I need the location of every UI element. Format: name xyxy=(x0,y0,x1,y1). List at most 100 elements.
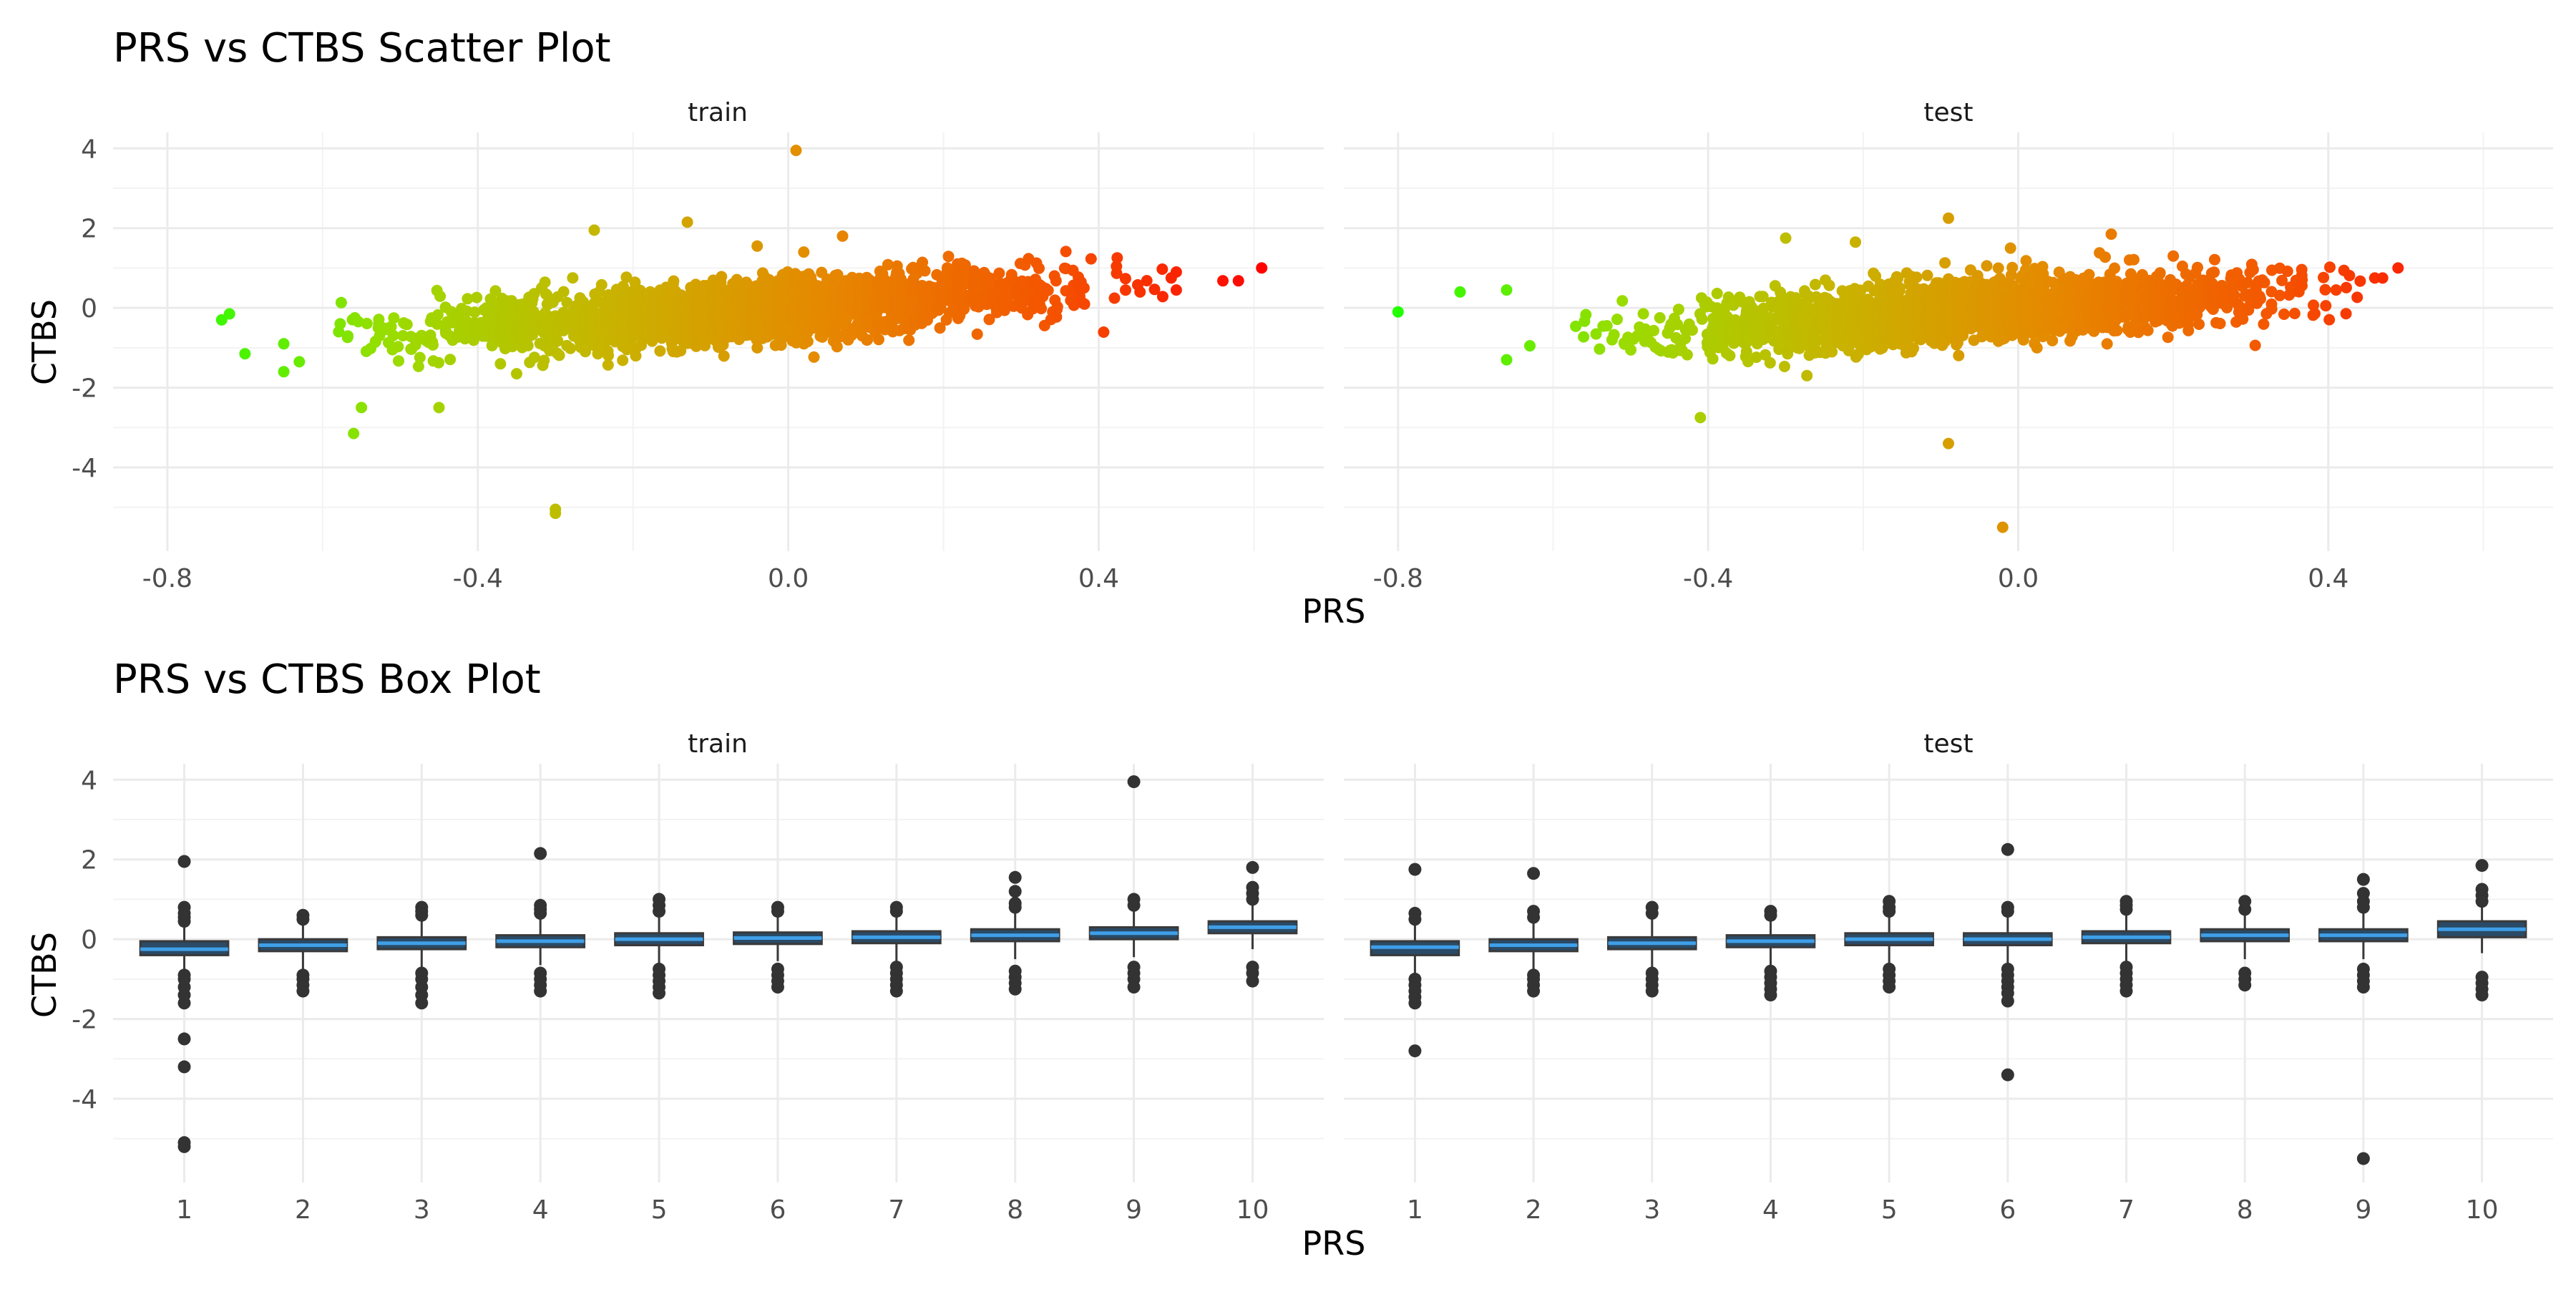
scatter-point xyxy=(1681,349,1693,361)
box-outlier xyxy=(534,966,547,980)
scatter-point xyxy=(2162,331,2174,344)
box-outlier xyxy=(653,962,666,976)
box-outlier xyxy=(1008,885,1022,898)
scatter-point xyxy=(489,285,502,297)
scatter-point xyxy=(1911,271,1923,283)
x-tick-label: 0.0 xyxy=(768,564,809,593)
box-outlier xyxy=(177,900,191,914)
scatter-point xyxy=(393,355,404,367)
scatter-point xyxy=(620,271,633,283)
y-tick-label: -4 xyxy=(72,1085,97,1114)
scatter-point xyxy=(2341,281,2352,293)
scatter-point xyxy=(602,359,614,371)
scatter-point xyxy=(629,276,641,288)
scatter-point xyxy=(1170,284,1182,296)
scatter-point xyxy=(790,145,802,157)
scatter-point xyxy=(2006,261,2019,273)
scatter-point xyxy=(602,349,615,361)
scatter-point xyxy=(2392,262,2404,274)
scatter-point xyxy=(942,251,955,263)
scatter-point xyxy=(2247,263,2259,276)
scatter-point xyxy=(1035,303,1048,315)
box-outlier xyxy=(1246,860,1259,874)
scatter-point xyxy=(873,334,884,346)
scatter-point xyxy=(561,296,573,309)
box-outlier xyxy=(2475,883,2489,896)
scatter-point xyxy=(1775,286,1787,298)
scatter-panel-test: -0.8 -0.4 0.0 0.4 xyxy=(1344,132,2553,593)
scatter-point xyxy=(588,224,600,236)
scatter-point xyxy=(2320,300,2332,312)
scatter-point xyxy=(486,339,498,351)
box-outlier xyxy=(2001,900,2014,914)
scatter-point xyxy=(808,351,820,363)
box-outlier xyxy=(2356,962,2370,976)
box-outlier xyxy=(1883,962,1896,976)
box-outlier xyxy=(653,893,666,906)
scatter-point xyxy=(2208,266,2220,278)
scatter-point xyxy=(1790,292,1802,304)
scatter-point xyxy=(361,318,373,329)
x-tick-label: 8 xyxy=(2237,1195,2253,1225)
box-outlier xyxy=(1127,961,1141,974)
scatter-point xyxy=(444,354,457,366)
scatter-point xyxy=(2128,253,2140,266)
box-outlier xyxy=(2356,873,2370,886)
scatter-point xyxy=(1611,314,1623,326)
scatter-point xyxy=(431,309,444,321)
x-tick-label: 6 xyxy=(1999,1195,2016,1225)
scatter-point xyxy=(1601,320,1613,332)
scatter-point xyxy=(494,358,507,370)
x-tick-label: 2 xyxy=(295,1195,311,1225)
scatter-point xyxy=(552,335,564,347)
box-outlier xyxy=(177,968,191,982)
scatter-point xyxy=(2376,272,2389,284)
scatter-point xyxy=(675,345,687,356)
scatter-point xyxy=(2004,242,2016,254)
x-tick-label: 8 xyxy=(1007,1195,1023,1225)
scatter-point xyxy=(2281,266,2293,277)
box-5 xyxy=(614,893,704,1000)
scatter-point xyxy=(1654,312,1666,324)
scatter-point xyxy=(2020,255,2032,267)
scatter-point xyxy=(342,330,354,342)
y-tick-label: -2 xyxy=(72,1006,97,1035)
y-tick-label: 0 xyxy=(81,294,97,324)
x-tick-label: 0.0 xyxy=(1998,564,2039,593)
box-outlier xyxy=(1645,900,1659,914)
scatter-point xyxy=(356,402,368,414)
box-x-axis-title: PRS xyxy=(1302,1224,1366,1263)
scatter-point xyxy=(1679,333,1692,344)
scatter-point xyxy=(1594,343,1606,355)
x-tick-label: 7 xyxy=(888,1195,904,1225)
scatter-point xyxy=(239,348,251,360)
box-outlier xyxy=(177,1060,191,1074)
scatter-point xyxy=(387,329,399,341)
x-tick-label: 4 xyxy=(1762,1195,1779,1225)
scatter-point xyxy=(903,334,915,346)
scatter-point xyxy=(1780,232,1792,244)
scatter-point xyxy=(993,267,1005,279)
scatter-point xyxy=(385,321,397,333)
scatter-point xyxy=(2258,276,2270,288)
scatter-point xyxy=(1696,313,1708,325)
scatter-point xyxy=(831,268,844,281)
scatter-point xyxy=(278,366,290,378)
scatter-point xyxy=(1707,353,1719,365)
scatter-facet-label-test: test xyxy=(1923,98,1973,127)
scatter-point xyxy=(716,271,728,283)
scatter-point xyxy=(1826,346,1838,358)
scatter-point xyxy=(1111,252,1123,264)
scatter-point xyxy=(1996,521,2009,533)
box-2 xyxy=(258,908,348,998)
scatter-point xyxy=(1111,267,1123,279)
scatter-point xyxy=(278,338,290,350)
scatter-point xyxy=(2340,308,2352,320)
scatter-point xyxy=(433,356,444,369)
box-outlier xyxy=(1246,961,1259,974)
scatter-point xyxy=(1694,412,1707,424)
scatter-point xyxy=(2249,339,2261,351)
scatter-point xyxy=(882,258,894,271)
x-tick-label: 0.4 xyxy=(1078,564,1119,593)
